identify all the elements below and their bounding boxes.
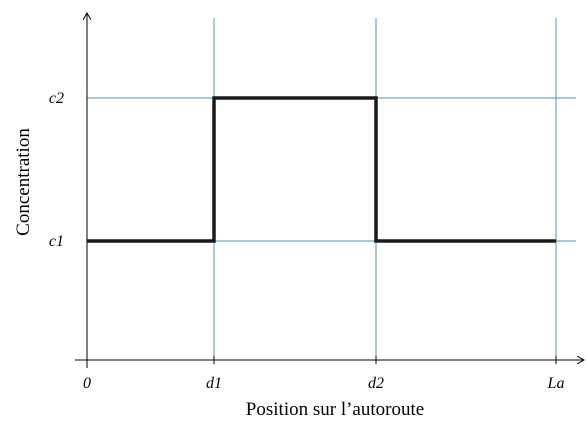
y-tick-label-c2: c2	[49, 90, 64, 107]
y-tick-label-c1: c1	[49, 233, 64, 250]
x-tick-label-0: 0	[83, 375, 91, 392]
x-axis-title: Position sur l’autoroute	[246, 399, 424, 420]
y-axis-title: Concentration	[13, 128, 34, 236]
x-tick-label-La: La	[547, 375, 565, 392]
grid-lines	[87, 18, 576, 360]
series-group	[87, 96, 556, 243]
y-tick-labels: c1 c2	[49, 90, 64, 250]
x-tick-labels: 0 d1 d2 La	[83, 356, 564, 392]
x-tick-label-d1: d1	[206, 375, 222, 392]
x-tick-label-d2: d2	[368, 375, 384, 392]
concentration-series-line	[87, 96, 556, 243]
